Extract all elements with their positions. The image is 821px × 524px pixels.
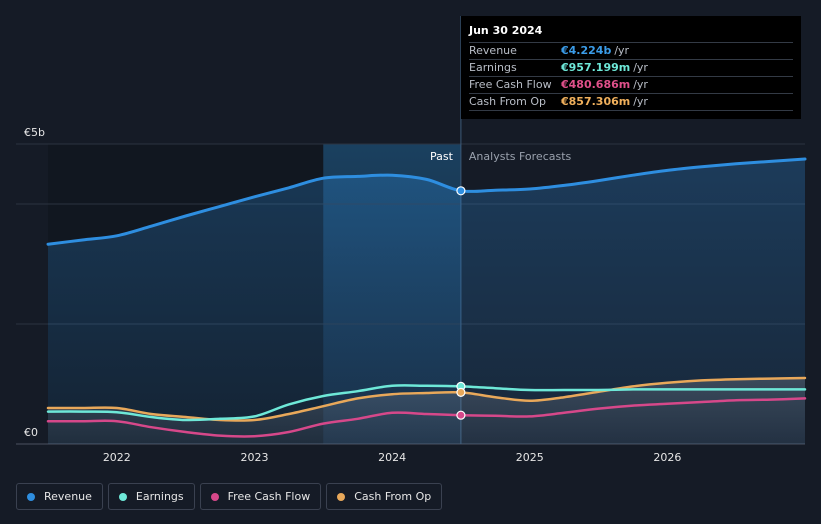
tooltip-row-free-cash-flow: Free Cash Flow €480.686m /yr [469, 76, 793, 93]
legend-dot-icon [337, 492, 346, 501]
tooltip-unit: /yr [633, 95, 648, 108]
legend-label: Free Cash Flow [227, 490, 311, 503]
tooltip-label: Cash From Op [469, 95, 547, 108]
series-line-free-cash-flow [46, 397, 807, 438]
area-cash-from-op [48, 378, 805, 444]
legend-item-earnings[interactable]: Earnings [107, 483, 195, 510]
y-axis-label-bottom: €0 [24, 426, 38, 439]
highlight-marker-cash-from-op [456, 387, 466, 397]
tooltip-unit: /yr [614, 44, 630, 57]
highlight-markers [456, 186, 466, 420]
series-line-cash-from-op [46, 376, 807, 422]
tooltip-label: Earnings [469, 61, 517, 74]
legend-item-free-cash-flow[interactable]: Free Cash Flow [199, 483, 322, 510]
legend-item-cash-from-op[interactable]: Cash From Op [326, 483, 443, 510]
tooltip-value: €4.224b [561, 44, 612, 57]
tooltip-row-revenue: Revenue €4.224b /yr [469, 42, 793, 59]
tooltip-value: €857.306m [561, 95, 631, 108]
highlight-marker-revenue [456, 186, 466, 196]
x-tick-label: 2026 [653, 451, 681, 464]
x-tick-label: 2023 [240, 451, 268, 464]
legend-label: Cash From Op [354, 490, 432, 503]
axis-labels: €5b €0 2022 2023 2024 2025 2026 Past Analysts Fo… [24, 126, 681, 464]
tooltip-row-cash-from-op: Cash From Op €857.306m /yr [469, 93, 793, 111]
chart-legend: Revenue Earnings Free Cash Flow Cash Fro… [16, 483, 447, 510]
series-line-revenue [46, 157, 807, 246]
legend-dot-icon [27, 492, 35, 501]
area-revenue [48, 159, 805, 444]
legend-dot-icon [210, 492, 219, 501]
highlight-marker-free-cash-flow [456, 410, 466, 420]
tooltip-label: Free Cash Flow [469, 78, 552, 91]
tooltip-panel: Jun 30 2024 Revenue €4.224b /yr Earnings… [461, 16, 801, 119]
tooltip-date: Jun 30 2024 [469, 24, 543, 37]
x-tick-label: 2022 [103, 451, 131, 464]
y-axis-label-top: €5b [24, 126, 45, 139]
x-tick-label: 2024 [378, 451, 406, 464]
tooltip-row-earnings: Earnings €957.199m /yr [469, 59, 793, 76]
tooltip-value: €480.686m [561, 78, 631, 91]
forecast-label: Analysts Forecasts [469, 150, 572, 163]
tooltip-unit: /yr [633, 61, 648, 74]
legend-label: Earnings [135, 490, 184, 503]
tooltip-value: €957.199m [561, 61, 631, 74]
past-label: Past [430, 150, 454, 163]
tooltip-unit: /yr [633, 78, 648, 91]
series-areas [48, 159, 805, 444]
legend-label: Revenue [44, 490, 92, 503]
tooltip-label: Revenue [469, 44, 517, 57]
legend-item-revenue[interactable]: Revenue [16, 483, 103, 510]
x-tick-label: 2025 [516, 451, 544, 464]
series-lines [46, 157, 807, 438]
legend-dot-icon [118, 492, 127, 501]
series-line-earnings [46, 384, 807, 422]
